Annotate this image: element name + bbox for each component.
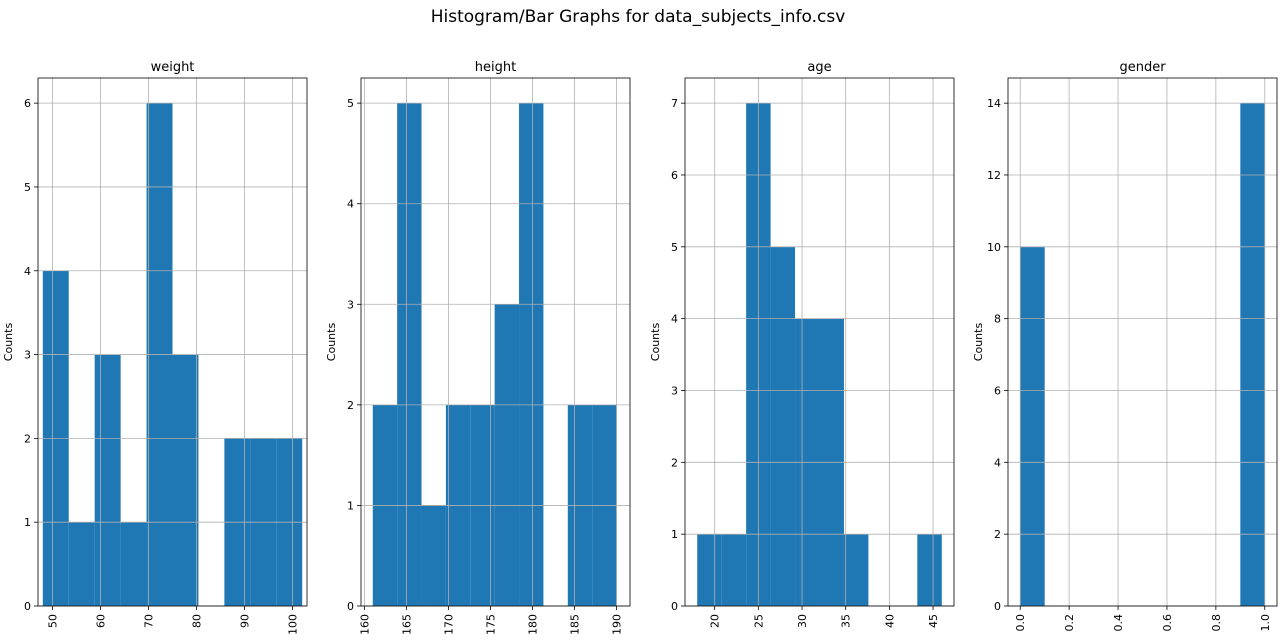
xtick-label-weight-0: 50: [46, 614, 59, 628]
bar-weight-5: [172, 354, 199, 606]
subplot-title-weight: weight: [151, 60, 195, 75]
subplot-title-gender: gender: [1119, 60, 1166, 75]
ytick-label-gender-2: 4: [994, 456, 1001, 469]
xtick-label-age-5: 45: [927, 614, 940, 628]
xtick-label-weight-5: 100: [287, 614, 300, 635]
ytick-label-height-5: 5: [347, 97, 354, 110]
xtick-label-height-4: 180: [526, 614, 539, 635]
ytick-label-age-6: 6: [671, 169, 678, 182]
xtick-label-height-1: 165: [400, 614, 413, 635]
ytick-label-weight-0: 0: [24, 600, 31, 613]
subplot-gender: 0.0 0.2 0.4 0.6 0.8 1.0 0 2 4 6 8 10 12 14 gender Count…: [972, 60, 1278, 632]
ytick-label-gender-0: 0: [994, 600, 1001, 613]
bar-age-1: [721, 534, 747, 606]
ytick-label-weight-4: 4: [24, 265, 31, 278]
bar-weight-3: [120, 522, 147, 606]
xtick-label-age-4: 40: [883, 614, 896, 628]
axes-frame-height: [360, 77, 631, 607]
xtick-label-weight-4: 90: [239, 614, 252, 628]
bar-gender-9: [1240, 103, 1265, 607]
bar-weight-1: [68, 522, 95, 606]
bar-height-5: [494, 304, 520, 606]
bar-height-2: [421, 505, 446, 606]
bar-age-0: [697, 534, 722, 606]
ytick-label-weight-5: 5: [24, 181, 31, 194]
ytick-label-gender-4: 8: [994, 313, 1001, 326]
axes-frame-gender: [1007, 77, 1278, 607]
xtick-label-height-5: 185: [569, 614, 582, 635]
bar-age-3: [770, 246, 796, 606]
xtick-label-age-3: 35: [840, 614, 853, 628]
bar-height-1: [397, 103, 422, 607]
ytick-label-weight-3: 3: [24, 349, 31, 362]
ylabel-height: Counts: [325, 323, 338, 362]
ytick-label-weight-2: 2: [24, 432, 31, 445]
bar-height-6: [519, 103, 544, 607]
xtick-label-gender-3: 0.6: [1161, 614, 1174, 632]
axes-frame-weight: [37, 77, 308, 607]
ytick-label-weight-1: 1: [24, 516, 31, 529]
xtick-label-weight-3: 80: [191, 614, 204, 628]
ytick-label-age-0: 0: [671, 600, 678, 613]
xtick-label-age-0: 20: [709, 614, 722, 628]
ytick-label-age-3: 3: [671, 384, 678, 397]
ytick-label-age-4: 4: [671, 313, 678, 326]
ytick-label-weight-6: 6: [24, 97, 31, 110]
ylabel-weight: Counts: [2, 323, 15, 362]
ylabel-gender: Counts: [972, 323, 985, 362]
xtick-label-gender-0: 0.0: [1014, 614, 1027, 632]
xtick-label-gender-1: 0.2: [1063, 614, 1076, 632]
ytick-label-height-4: 4: [347, 198, 354, 211]
subplot-title-age: age: [807, 60, 831, 75]
bar-weight-2: [94, 354, 121, 606]
xtick-label-gender-4: 0.8: [1210, 614, 1223, 632]
ytick-label-height-2: 2: [347, 399, 354, 412]
xtick-label-age-2: 30: [796, 614, 809, 628]
ytick-label-height-1: 1: [347, 499, 354, 512]
bar-gender-0: [1020, 246, 1045, 606]
bar-age-9: [917, 534, 942, 606]
xtick-label-gender-5: 1.0: [1259, 614, 1272, 632]
xtick-label-weight-1: 60: [94, 614, 107, 628]
subplot-weight: 50 60 70 80 90 100 0 1 2 3 4 5 6 weight Counts: [2, 60, 308, 635]
figure-title: Histogram/Bar Graphs for data_subjects_i…: [431, 7, 846, 27]
ytick-label-height-0: 0: [347, 600, 354, 613]
ytick-label-gender-7: 14: [987, 97, 1001, 110]
ytick-label-age-2: 2: [671, 456, 678, 469]
xtick-label-gender-2: 0.4: [1112, 614, 1125, 632]
xtick-label-height-6: 190: [611, 614, 624, 635]
ytick-label-height-3: 3: [347, 298, 354, 311]
ytick-label-age-1: 1: [671, 528, 678, 541]
xtick-label-weight-2: 70: [142, 614, 155, 628]
bar-age-6: [843, 534, 869, 606]
subplot-height: 160 165 170 175 180 185 190 0 1 2 3 4 5 height Counts: [325, 60, 631, 635]
ytick-label-age-5: 5: [671, 241, 678, 254]
ytick-label-gender-6: 12: [987, 169, 1001, 182]
ytick-label-gender-1: 2: [994, 528, 1001, 541]
ytick-label-gender-5: 10: [987, 241, 1001, 254]
ytick-label-gender-3: 6: [994, 384, 1001, 397]
xtick-label-height-3: 175: [484, 614, 497, 635]
ytick-label-age-7: 7: [671, 97, 678, 110]
subplot-title-height: height: [475, 60, 516, 75]
ylabel-age: Counts: [649, 323, 662, 362]
xtick-label-height-0: 160: [358, 614, 371, 635]
axes-frame-age: [684, 77, 955, 607]
xtick-label-age-1: 25: [752, 614, 765, 628]
xtick-label-height-2: 170: [442, 614, 455, 635]
